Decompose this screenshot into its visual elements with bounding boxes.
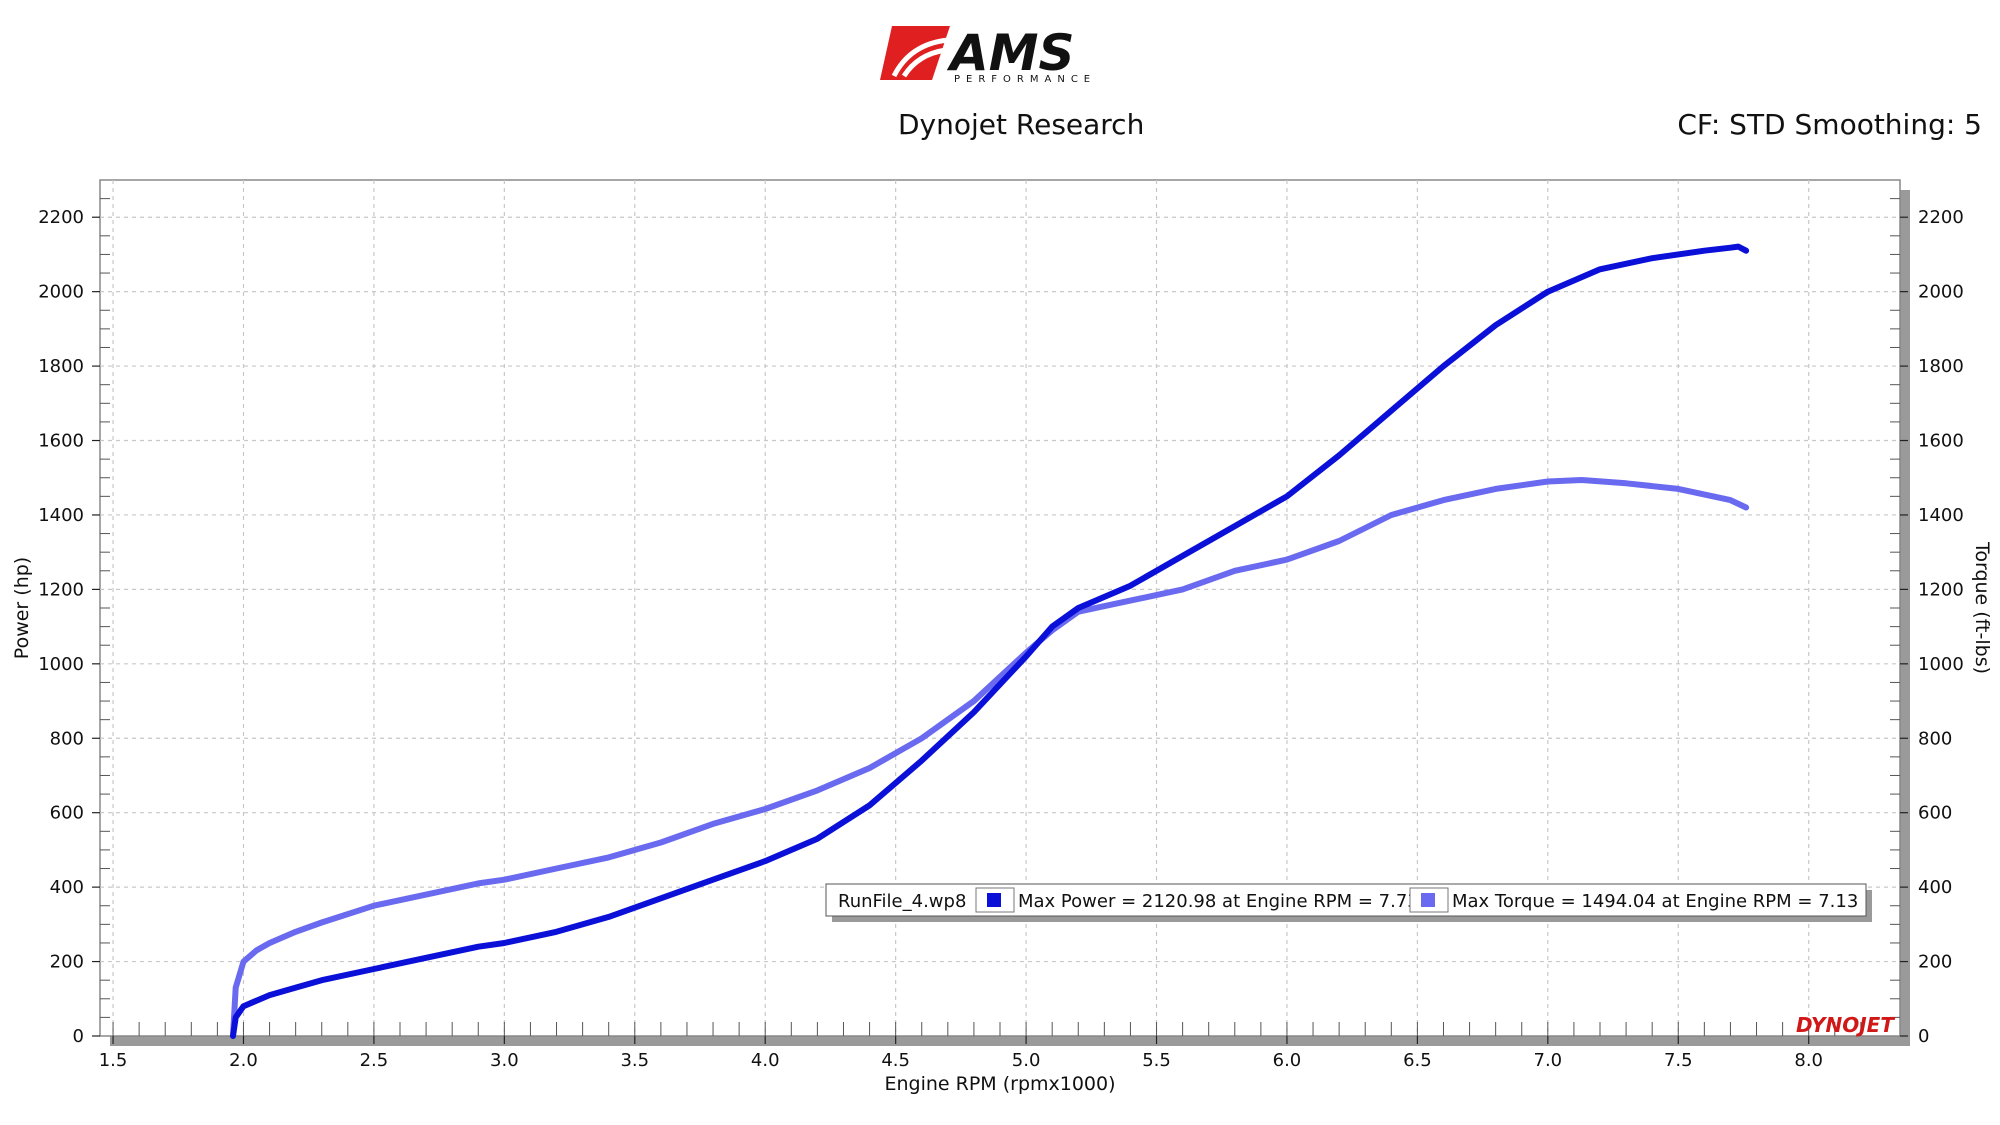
y-tick-label: 0 (73, 1026, 84, 1047)
y2-tick-label: 600 (1918, 803, 1952, 824)
y-tick-labels: 0 200 400 600 800 1000 1200 1400 1600 1800 2000 220… (38, 207, 84, 1047)
y-tick-label: 1800 (38, 356, 84, 377)
y2-tick-label: 2200 (1918, 207, 1964, 228)
x-tick-labels: 1.5 2.0 2.5 3.0 3.5 4.0 4.5 5.0 5.5 6.0 6.5 7.0 7.5 8… (99, 1050, 1823, 1071)
plot-shadow-right (1900, 190, 1910, 1046)
y2-tick-label: 400 (1918, 877, 1952, 898)
y-tick-label: 600 (50, 803, 84, 824)
y2-tick-label: 1200 (1918, 579, 1964, 600)
y-tick-label: 1200 (38, 579, 84, 600)
y2-tick-label: 800 (1918, 728, 1952, 749)
y2-tick-label: 2000 (1918, 282, 1964, 303)
x-tick-label: 3.0 (490, 1050, 519, 1071)
y2-tick-labels: 0 200 400 600 800 1000 1200 1400 1600 1800 2000 220… (1918, 207, 1964, 1047)
dynojet-watermark: DYNOJET (1796, 1013, 1895, 1037)
legend-power-swatch (987, 893, 1001, 907)
y2-axis-label: Torque (ft-lbs) (1971, 541, 1993, 674)
x-tick-label: 4.5 (881, 1050, 910, 1071)
y-tick-label: 200 (50, 952, 84, 973)
legend-torque-swatch (1421, 893, 1435, 907)
legend-power-text: Max Power = 2120.98 at Engine RPM = 7.73 (1018, 891, 1419, 912)
ams-logo: AMS PERFORMANCE (880, 18, 1140, 85)
x-tick-label: 5.5 (1142, 1050, 1171, 1071)
series-torque-line (230, 477, 1750, 1039)
y-tick-label: 800 (50, 728, 84, 749)
chart-title: Dynojet Research (898, 108, 1145, 141)
x-tick-label: 2.5 (360, 1050, 389, 1071)
y2-tick-label: 200 (1918, 952, 1952, 973)
x-tick-label: 3.5 (620, 1050, 649, 1071)
correction-factor-text: CF: STD Smoothing: 5 (1677, 108, 1982, 141)
x-tick-label: 6.5 (1403, 1050, 1432, 1071)
x-axis-label: Engine RPM (rpmx1000) (884, 1073, 1115, 1095)
y2-tick-label: 1800 (1918, 356, 1964, 377)
y-tick-label: 1600 (38, 431, 84, 452)
y-axis-label: Power (hp) (11, 557, 33, 659)
x-tick-label: 4.0 (751, 1050, 780, 1071)
legend: RunFile_4.wp8 Max Power = 2120.98 at Eng… (825, 883, 1872, 922)
y-tick-label: 1400 (38, 505, 84, 526)
legend-run-file: RunFile_4.wp8 (838, 891, 966, 912)
y2-tick-label: 1400 (1918, 505, 1964, 526)
legend-torque-text: Max Torque = 1494.04 at Engine RPM = 7.1… (1452, 891, 1858, 912)
y-tick-label: 400 (50, 877, 84, 898)
x-tick-label: 5.0 (1012, 1050, 1041, 1071)
y-tick-label: 2000 (38, 282, 84, 303)
x-tick-label: 1.5 (99, 1050, 128, 1071)
series-power-line (230, 243, 1750, 1039)
y-tick-label: 2200 (38, 207, 84, 228)
y2-tick-label: 0 (1918, 1026, 1929, 1047)
minor-ticks (92, 198, 1908, 1044)
logo-sub-text: PERFORMANCE (954, 74, 1096, 84)
logo-brand-text: AMS (946, 24, 1074, 82)
series (230, 243, 1750, 1039)
y-tick-label: 1000 (38, 654, 84, 675)
y2-tick-label: 1600 (1918, 431, 1964, 452)
x-tick-label: 2.0 (229, 1050, 258, 1071)
x-tick-label: 8.0 (1794, 1050, 1823, 1071)
x-tick-label: 7.5 (1664, 1050, 1693, 1071)
plot-shadow-bottom (110, 1036, 1910, 1046)
x-tick-label: 6.0 (1273, 1050, 1302, 1071)
x-tick-label: 7.0 (1534, 1050, 1563, 1071)
y2-tick-label: 1000 (1918, 654, 1964, 675)
